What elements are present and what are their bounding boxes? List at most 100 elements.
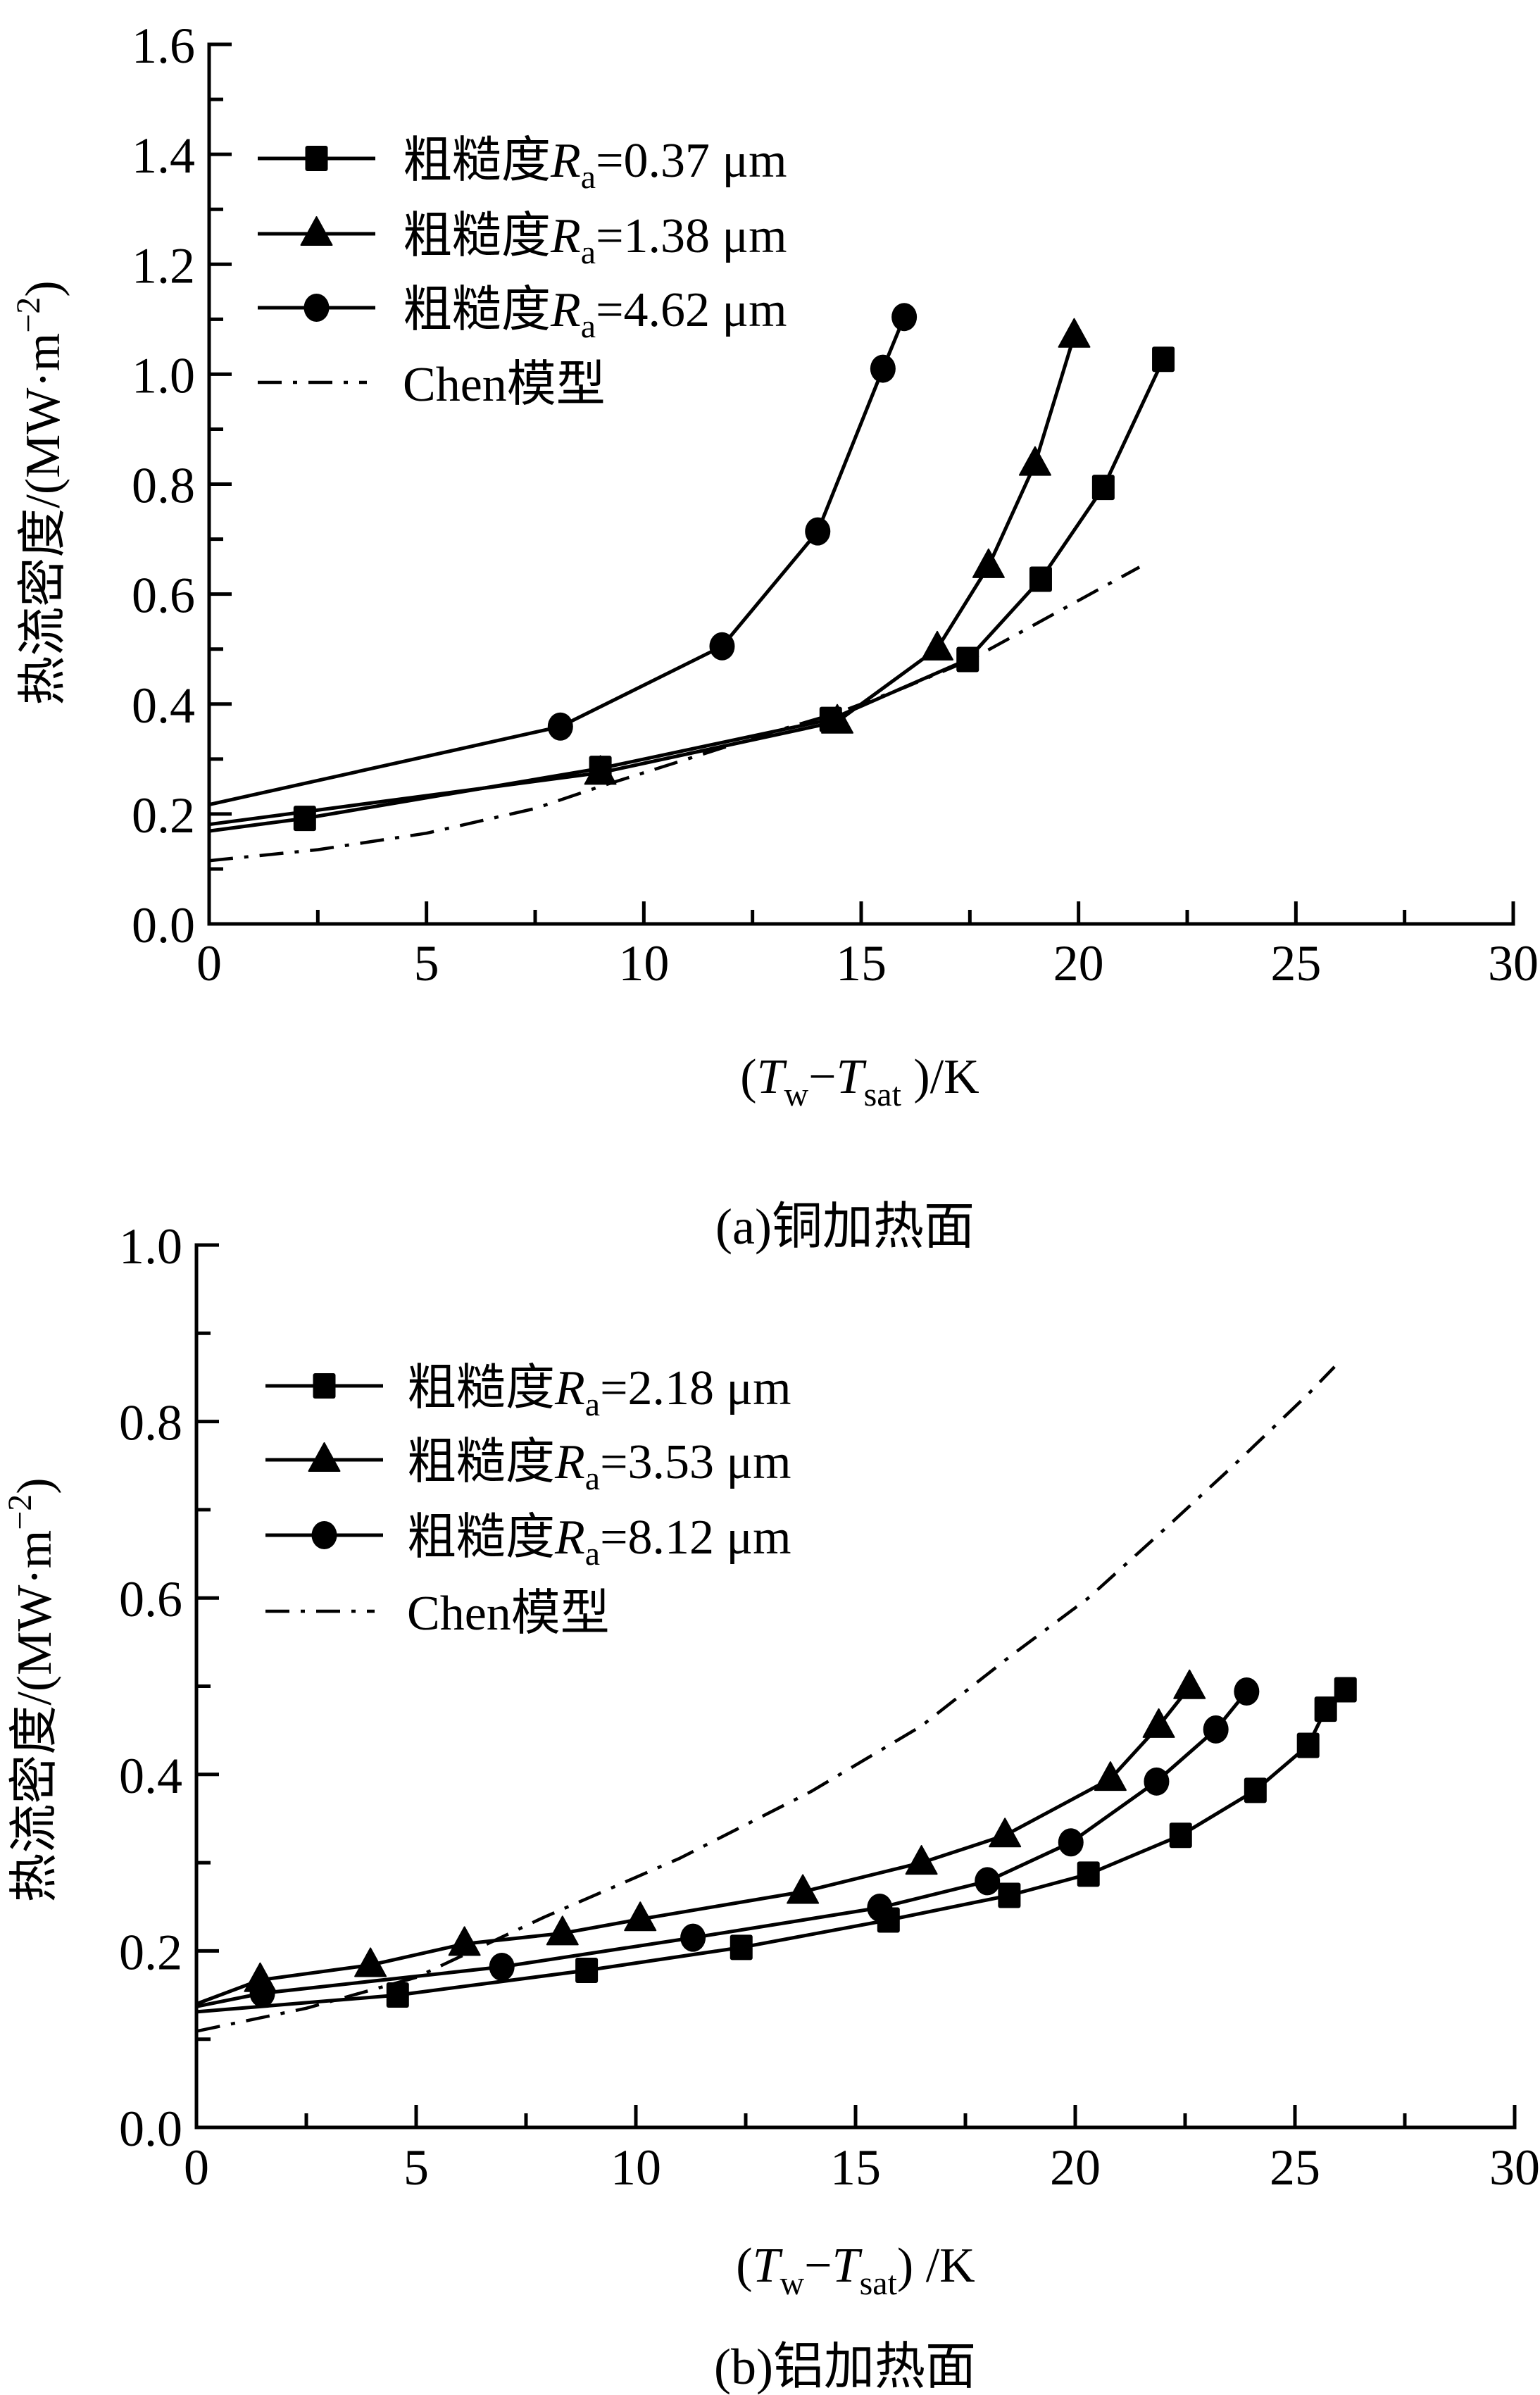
chart-b-series-circle-point bbox=[680, 1923, 706, 1952]
chart-b-x-tick-label: 5 bbox=[403, 2139, 429, 2196]
chart-b-legend-item: 粗糙度Ra=2.18 μm bbox=[265, 1361, 791, 1423]
chart-b-x-tick-label: 20 bbox=[1050, 2139, 1101, 2196]
legend-marker-square bbox=[305, 146, 328, 171]
chart-b-series bbox=[196, 1365, 1357, 2033]
chart-a-legend-item: 粗糙度Ra=1.38 μm bbox=[258, 209, 787, 271]
chart-a-y-axis-title: 热流密度/(MW·m−2) bbox=[10, 280, 70, 705]
legend-marker-circle bbox=[303, 294, 330, 322]
chart-b-legend-item: Chen模型 bbox=[265, 1587, 610, 1641]
chart-a-series-triangle-point bbox=[1058, 318, 1091, 348]
chart-a-series-circle-point bbox=[547, 712, 573, 741]
legend-label: 粗糙度Ra=2.18 μm bbox=[407, 1361, 791, 1423]
chart-a-caption: (a)铜加热面 bbox=[715, 1199, 975, 1255]
chart-a-x-tick-label: 5 bbox=[414, 935, 439, 992]
chart-a-x-tick-label: 25 bbox=[1270, 935, 1321, 992]
chart-a-y-tick-label: 0.2 bbox=[132, 787, 195, 844]
chart-b-y-tick-label: 0.2 bbox=[119, 1924, 182, 1980]
chart-b-series-circle-point bbox=[489, 1952, 515, 1981]
chart-b-series-square-point bbox=[386, 1982, 409, 2008]
chart-a-series-triangle-point bbox=[972, 548, 1005, 578]
chart-b-series-triangle-point bbox=[624, 1901, 657, 1932]
chart-a-y-tick-label: 1.4 bbox=[132, 127, 195, 184]
chart-b-legend: 粗糙度Ra=2.18 μm 粗糙度Ra=3.53 μm 粗糙度Ra=8.12 μm C… bbox=[265, 1361, 791, 1641]
chart-a-axes: 0 5 10 15 20 25 30 0.0 0.2 0.4 0.6 0.8 1.0 1.2 1.4 1.6 bbox=[132, 18, 1539, 992]
chart-a-x-tick-label: 15 bbox=[836, 935, 887, 992]
chart-a-series-circle-point bbox=[805, 517, 831, 546]
chart-a-series-circle-point bbox=[709, 632, 735, 661]
chart-a-copper: 0 5 10 15 20 25 300.00.20.40.60.81.01.21.41.6 … bbox=[10, 18, 1539, 1255]
chart-a-series-triangle-point bbox=[584, 755, 617, 785]
chart-a-x-tick-label: 30 bbox=[1488, 935, 1539, 992]
chart-b-series-triangle-point bbox=[354, 1947, 387, 1977]
chart-a-y-tick-label: 1.2 bbox=[132, 237, 195, 294]
chart-b-y-tick-label: 1.0 bbox=[119, 1218, 182, 1275]
chart-b-series-triangle-point bbox=[1094, 1761, 1127, 1791]
chart-b-series-triangle-point bbox=[546, 1915, 579, 1946]
chart-b-legend-item: 粗糙度Ra=3.53 μm bbox=[265, 1435, 791, 1497]
chart-a-series-triangle bbox=[208, 318, 1091, 827]
chart-b-series-circle bbox=[196, 1677, 1260, 2008]
chart-b-series-circle-point bbox=[249, 1979, 275, 2008]
chart-a-series-triangle-line bbox=[208, 334, 1076, 827]
legend-label: 粗糙度Ra=8.12 μm bbox=[407, 1511, 791, 1572]
chart-a-x-axis-title: (Tw−Tsat )/K bbox=[740, 1050, 979, 1113]
chart-a-x-tick-label: 0 bbox=[196, 935, 222, 992]
chart-a-series-circle-point bbox=[891, 303, 918, 332]
chart-a-legend-item: 粗糙度Ra=4.62 μm bbox=[258, 283, 787, 345]
chart-a-series-chen-model bbox=[208, 565, 1141, 863]
chart-b-series-circle-point bbox=[1144, 1767, 1170, 1796]
chart-b-series-circle-point bbox=[975, 1867, 1001, 1896]
chart-a-series-circle-point bbox=[870, 354, 896, 383]
chart-a-series-triangle-point bbox=[821, 704, 854, 734]
chart-a-series-square-point bbox=[1029, 566, 1052, 592]
chart-b-aluminum: 0 5 10 15 20 25 30 0.0 0.2 0.4 0.6 0.8 1.0 粗糙度Ra=2.1… bbox=[1, 1218, 1540, 2395]
chart-a-series-triangle-point bbox=[921, 630, 954, 661]
chart-b-x-tick-label: 30 bbox=[1489, 2139, 1540, 2196]
chart-a-legend: 粗糙度Ra=0.37 μm 粗糙度Ra=1.38 μm 粗糙度Ra=4.62 μm C… bbox=[258, 134, 787, 412]
chart-b-series-triangle-line bbox=[196, 1686, 1191, 2006]
chart-a-series-square-point bbox=[1152, 346, 1175, 373]
legend-marker-triangle bbox=[308, 1442, 341, 1472]
chart-b-x-tick-label: 10 bbox=[611, 2139, 661, 2196]
chart-b-series-circle-point bbox=[1234, 1677, 1260, 1706]
chart-b-series-square-point bbox=[1296, 1732, 1320, 1758]
chart-a-series-square-point bbox=[1091, 475, 1115, 501]
legend-label: 粗糙度Ra=0.37 μm bbox=[403, 134, 787, 196]
chart-b-series-triangle bbox=[196, 1669, 1206, 2006]
chart-b-x-axis-title: (Tw−Tsat) /K bbox=[736, 2239, 975, 2302]
chart-b-series-triangle-point bbox=[905, 1845, 938, 1875]
chart-a-y-tick-label: 1.0 bbox=[132, 347, 195, 404]
chart-b-series-triangle-point bbox=[989, 1818, 1022, 1848]
chart-a-y-tick-label: 0.0 bbox=[132, 897, 195, 953]
chart-b-legend-item: 粗糙度Ra=8.12 μm bbox=[265, 1511, 791, 1572]
chart-b-axes: 0 5 10 15 20 25 30 0.0 0.2 0.4 0.6 0.8 1.0 bbox=[119, 1218, 1540, 2196]
chart-b-y-tick-label: 0.0 bbox=[119, 2101, 182, 2157]
legend-label: 粗糙度Ra=1.38 μm bbox=[403, 209, 787, 271]
chart-a-x-tick-label: 10 bbox=[618, 935, 669, 992]
chart-b-series-square-point bbox=[998, 1882, 1021, 1908]
chart-a-y-tick-label: 1.6 bbox=[132, 18, 195, 74]
chart-a-y-tick-label: 0.6 bbox=[132, 568, 195, 624]
chart-b-y-axis-title: 热流密度/(MW·m−2) bbox=[1, 1477, 62, 1902]
chart-b-x-tick-label: 25 bbox=[1270, 2139, 1320, 2196]
chart-a-legend-item: 粗糙度Ra=0.37 μm bbox=[258, 134, 787, 196]
chart-b-series-square-point bbox=[1314, 1696, 1337, 1722]
chart-a-y-tick-label: 0.4 bbox=[132, 677, 195, 734]
chart-b-x-tick-label: 15 bbox=[830, 2139, 881, 2196]
legend-marker-triangle bbox=[300, 216, 333, 246]
chart-b-series-square-point bbox=[575, 1957, 599, 1983]
legend-marker-square bbox=[313, 1373, 336, 1399]
chart-a-series-square-point bbox=[956, 646, 979, 673]
chart-b-series-square-point bbox=[730, 1934, 753, 1961]
chart-b-series-square-point bbox=[1334, 1677, 1357, 1703]
chart-b-series-chen-model bbox=[196, 1365, 1336, 2033]
legend-label: 粗糙度Ra=3.53 μm bbox=[407, 1435, 791, 1497]
chart-a-y-tick-label: 0.8 bbox=[132, 458, 195, 514]
chart-b-series-square-point bbox=[1169, 1822, 1192, 1849]
chart-b-series-triangle-point bbox=[787, 1874, 820, 1904]
chart-b-series-square-point bbox=[1244, 1777, 1267, 1803]
chart-b-series-square-point bbox=[1077, 1861, 1100, 1887]
chart-b-series-triangle-point bbox=[1142, 1708, 1175, 1738]
chart-b-series-circle-point bbox=[867, 1894, 893, 1922]
